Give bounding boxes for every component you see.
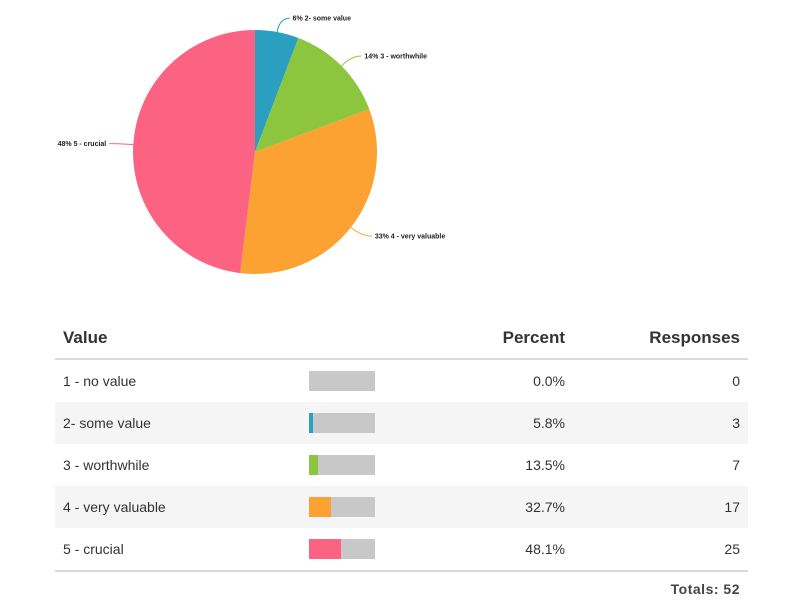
table-row: 5 - crucial 48.1% 25 [55, 528, 748, 572]
pie-slice [133, 30, 255, 274]
row-percent: 13.5% [525, 457, 565, 473]
row-responses: 17 [573, 486, 748, 528]
percent-bar-fill [309, 455, 318, 475]
row-percent: 0.0% [533, 373, 565, 389]
header-responses: Responses [573, 318, 748, 360]
pie-leader-line [341, 55, 362, 67]
header-percent: Percent [407, 318, 573, 360]
header-bar [301, 318, 407, 360]
pie-chart: 6% 2- some value 14% 3 - worthwhile 33% 4 … [58, 16, 446, 274]
pie-leader-line [350, 227, 372, 237]
row-percent: 48.1% [407, 528, 573, 572]
percent-bar [309, 413, 375, 433]
percent-bar-fill [309, 497, 331, 517]
row-label: 1 - no value [63, 373, 137, 389]
table-header-row: Value Percent Responses [55, 318, 748, 360]
percent-bar [309, 455, 375, 475]
table-row: 4 - very valuable 32.7% 17 [55, 486, 748, 528]
percent-bar [309, 497, 375, 517]
table-row: 2- some value 5.8% 3 [55, 402, 748, 444]
results-table: Value Percent Responses 1 - no value 0.0… [55, 318, 748, 572]
row-label: 2- some value [55, 402, 301, 444]
pie-leader-line [109, 143, 134, 146]
row-percent: 5.8% [407, 402, 573, 444]
row-responses: 25 [573, 528, 748, 572]
percent-bar-fill [309, 539, 341, 559]
percent-bar [309, 539, 375, 559]
row-label: 5 - crucial [55, 528, 301, 572]
row-label: 4 - very valuable [55, 486, 301, 528]
table-row: 3 - worthwhile 13.5% 7 [55, 444, 748, 486]
totals: Totals: 52 [671, 581, 740, 597]
pie-slice [240, 109, 377, 274]
pie-slice-label: 6% 2- some value [293, 16, 351, 23]
totals-value: 52 [723, 581, 740, 597]
pie-slice-label: 48% 5 - crucial [58, 141, 107, 148]
row-percent: 32.7% [407, 486, 573, 528]
row-label: 3 - worthwhile [63, 457, 150, 473]
table-row: 1 - no value 0.0% 0 [55, 359, 748, 402]
percent-bar [309, 371, 375, 391]
header-value: Value [55, 318, 301, 360]
pie-slice-label: 14% 3 - worthwhile [364, 54, 427, 61]
row-responses: 7 [732, 457, 740, 473]
pie-slice-label: 33% 4 - very valuable [375, 234, 446, 241]
percent-bar-fill [309, 413, 313, 433]
pie-slice [255, 37, 370, 152]
pie-leader-line [276, 17, 290, 33]
pie-slice [255, 30, 299, 152]
row-responses: 0 [732, 373, 740, 389]
totals-label: Totals: [670, 581, 720, 597]
row-responses: 3 [573, 402, 748, 444]
